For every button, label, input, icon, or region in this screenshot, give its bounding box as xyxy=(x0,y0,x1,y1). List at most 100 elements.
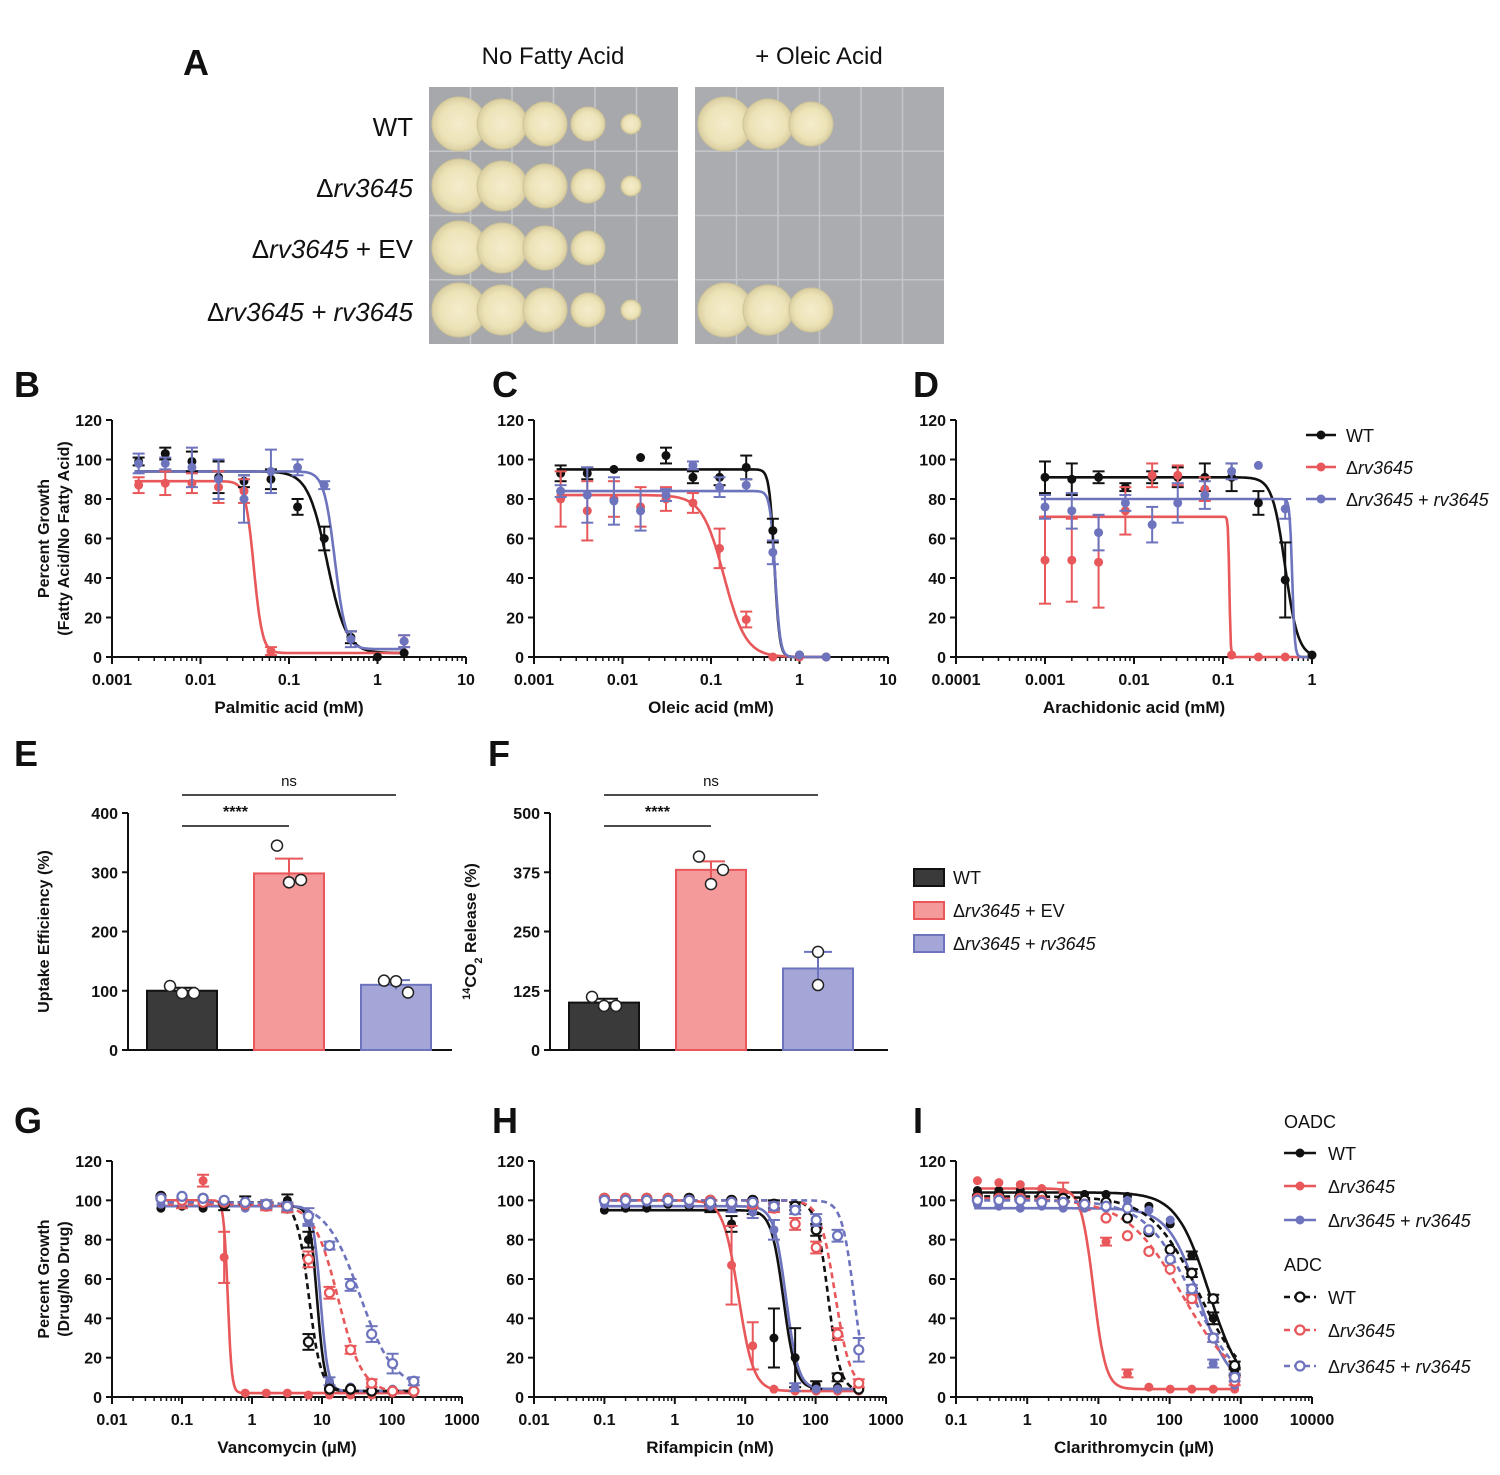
data-point xyxy=(1186,1293,1198,1305)
fit-curve xyxy=(556,493,828,659)
data-point xyxy=(688,498,698,508)
y-tick-label: 100 xyxy=(75,1193,102,1210)
y-tick-label: 20 xyxy=(928,1351,946,1368)
data-point xyxy=(725,1196,738,1208)
data-point xyxy=(293,462,303,472)
data-point xyxy=(240,1388,250,1398)
colony xyxy=(476,284,528,336)
replicate-point xyxy=(294,873,308,887)
data-point xyxy=(1037,1184,1047,1194)
y-axis-label-2: (Drug/No Drug) xyxy=(56,1221,73,1337)
significance-label: ns xyxy=(703,773,719,790)
data-point xyxy=(1165,1384,1175,1394)
data-point xyxy=(582,490,592,500)
data-point xyxy=(1208,1359,1218,1369)
x-axis-label: Palmitic acid (mM) xyxy=(214,698,363,717)
data-point xyxy=(344,1279,357,1291)
legend-label: WT xyxy=(1346,426,1374,446)
x-tick-label: 0.01 xyxy=(607,672,638,689)
colony xyxy=(742,284,794,336)
data-point xyxy=(831,1328,844,1340)
y-tick-label: 400 xyxy=(91,806,118,823)
fit-curve xyxy=(974,1199,1238,1366)
x-tick-label: 0.1 xyxy=(700,672,722,689)
data-point xyxy=(609,464,619,474)
strain-label-wt: WT xyxy=(373,112,414,142)
data-point xyxy=(556,486,566,496)
data-point xyxy=(1015,1180,1025,1190)
data-point xyxy=(741,614,751,624)
data-point xyxy=(1208,1384,1218,1394)
data-point xyxy=(1121,1212,1134,1224)
data-point xyxy=(198,1176,208,1186)
colony xyxy=(788,101,834,147)
data-point xyxy=(1094,528,1104,538)
data-point xyxy=(831,1230,844,1242)
data-point xyxy=(134,480,144,490)
bar xyxy=(146,989,218,1051)
y-tick-label: 100 xyxy=(919,1193,946,1210)
data-point xyxy=(661,451,671,461)
data-point xyxy=(323,1239,336,1252)
y-tick-label: 80 xyxy=(928,1233,946,1250)
legend-label: Δrv3645 + EV xyxy=(953,901,1065,921)
y-tick-label: 120 xyxy=(75,1154,102,1171)
data-point xyxy=(1121,1202,1134,1214)
bar xyxy=(360,983,432,1052)
y-tick-label: 80 xyxy=(506,492,524,509)
data-point xyxy=(218,1194,230,1206)
colony xyxy=(620,299,642,321)
column-title-no-fatty-acid: No Fatty Acid xyxy=(482,43,625,70)
y-tick-label: 40 xyxy=(84,571,102,588)
colony xyxy=(570,106,606,142)
y-tick-label: 60 xyxy=(506,532,524,549)
data-point xyxy=(609,496,619,506)
colony xyxy=(570,168,606,204)
colony xyxy=(620,175,642,197)
legend-swatch xyxy=(913,934,945,953)
chart-b: 0 20 40 60 80 100 120 0.001 0.01 0.1 1 10 Palmitic a… xyxy=(36,413,475,717)
data-point xyxy=(281,1200,293,1212)
data-point xyxy=(741,480,751,490)
y-tick-label: 0 xyxy=(531,1043,540,1060)
panel-label-f: F xyxy=(488,733,510,774)
fit-curve xyxy=(157,1203,416,1394)
data-point xyxy=(260,1198,272,1210)
legend-label: Δrv3645 xyxy=(1328,1321,1396,1341)
chart-h: 0 20 40 60 80 100 120 0.01 0.1 1 10 100 1000 Rifampic… xyxy=(497,1154,904,1457)
replicate-point xyxy=(704,877,718,891)
chart-e: 0 100 200 300 400 **** ns Uptake Efficiency (%) xyxy=(36,773,452,1060)
replicate-point xyxy=(270,839,284,852)
x-tick-label: 100 xyxy=(379,1412,406,1429)
legend-title-oadc: OADC xyxy=(1284,1112,1336,1132)
y-tick-label: 250 xyxy=(513,925,540,942)
x-tick-label: 1 xyxy=(795,672,804,689)
x-tick-label: 10 xyxy=(457,672,475,689)
x-tick-label: 0.1 xyxy=(593,1412,615,1429)
data-point xyxy=(282,1388,292,1398)
x-axis-label: Clarithromycin (µM) xyxy=(1054,1438,1214,1457)
colony xyxy=(742,98,794,150)
data-point xyxy=(323,1383,336,1395)
panel-label-i: I xyxy=(913,1100,923,1141)
data-point xyxy=(387,1385,399,1397)
colony xyxy=(522,101,568,147)
replicate-point xyxy=(187,986,201,1000)
y-axis-label-2: (Fatty Acid/No Fatty Acid) xyxy=(56,441,73,635)
colony xyxy=(570,230,606,266)
bar xyxy=(253,872,325,1051)
y-tick-label: 0 xyxy=(109,1043,118,1060)
y-tick-label: 60 xyxy=(84,1272,102,1289)
chart-g: 0 20 40 60 80 100 120 0.01 0.1 1 10 100 1000 Vancomyc… xyxy=(36,1154,480,1457)
y-tick-label: 0 xyxy=(515,650,524,667)
legend-label: Δrv3645 + rv3645 xyxy=(1328,1357,1472,1377)
data-point xyxy=(768,526,778,536)
data-point xyxy=(994,1178,1004,1188)
x-tick-label: 10 xyxy=(879,672,897,689)
x-tick-label: 100 xyxy=(802,1412,829,1429)
y-tick-label: 40 xyxy=(928,571,946,588)
x-tick-label: 10 xyxy=(313,1412,331,1429)
colony xyxy=(476,222,528,274)
data-point xyxy=(1147,470,1157,480)
y-tick-label: 40 xyxy=(506,1311,524,1328)
